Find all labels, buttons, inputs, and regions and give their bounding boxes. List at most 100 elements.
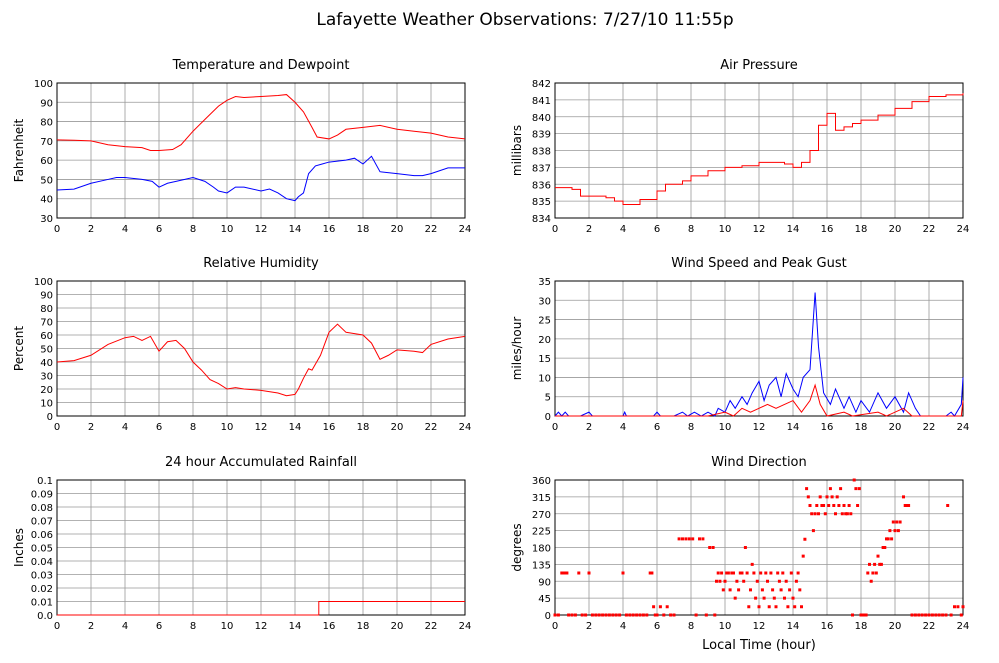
direction-point bbox=[835, 495, 839, 499]
direction-point bbox=[852, 478, 856, 482]
x-tick-label: 2 bbox=[586, 621, 592, 632]
x-tick-label: 16 bbox=[821, 621, 834, 632]
x-tick-label: 2 bbox=[88, 621, 94, 632]
direction-point bbox=[910, 613, 914, 617]
humidity-title: Relative Humidity bbox=[203, 256, 319, 271]
direction-point bbox=[771, 588, 775, 592]
direction-point bbox=[798, 588, 802, 592]
direction-point bbox=[869, 579, 873, 583]
direction-point bbox=[694, 613, 698, 617]
y-tick-label: 0.1 bbox=[37, 476, 53, 487]
direction-point bbox=[590, 613, 594, 617]
x-tick-label: 12 bbox=[255, 422, 268, 433]
temp-series-0-line bbox=[56, 94, 466, 151]
pressure-ylabel: millibars bbox=[510, 125, 524, 176]
y-tick-label: 834 bbox=[532, 214, 551, 225]
y-tick-label: 60 bbox=[40, 156, 53, 167]
direction-point bbox=[749, 588, 752, 592]
direction-point bbox=[759, 571, 763, 575]
direction-ylabel: degrees bbox=[510, 523, 524, 571]
x-tick-label: 12 bbox=[255, 621, 268, 632]
direction-point bbox=[711, 546, 715, 549]
direction-point bbox=[953, 605, 956, 609]
rain-title: 24 hour Accumulated Rainfall bbox=[165, 455, 357, 470]
direction-point bbox=[747, 605, 751, 609]
x-tick-label: 0 bbox=[552, 224, 558, 235]
x-tick-label: 8 bbox=[688, 422, 694, 433]
y-tick-label: 15 bbox=[538, 354, 551, 365]
direction-point bbox=[601, 613, 605, 617]
y-tick-label: 0.02 bbox=[31, 584, 53, 595]
direction-point bbox=[788, 588, 792, 592]
direction-point bbox=[811, 529, 815, 533]
y-tick-label: 840 bbox=[532, 113, 551, 124]
y-tick-label: 30 bbox=[40, 372, 53, 383]
x-tick-label: 20 bbox=[889, 621, 902, 632]
direction-point bbox=[934, 613, 938, 617]
direction-point bbox=[737, 588, 741, 592]
direction-point bbox=[794, 579, 798, 583]
x-tick-label: 12 bbox=[753, 422, 766, 433]
y-tick-label: 30 bbox=[40, 214, 53, 225]
direction-point bbox=[781, 571, 785, 575]
direction-point bbox=[774, 605, 778, 609]
direction-point bbox=[658, 605, 662, 609]
y-tick-label: 0 bbox=[545, 412, 551, 423]
direction-point bbox=[653, 613, 657, 617]
x-tick-label: 16 bbox=[323, 422, 336, 433]
direction-point bbox=[920, 613, 924, 617]
x-tick-label: 24 bbox=[459, 224, 472, 235]
direction-point bbox=[903, 504, 907, 507]
direction-point bbox=[825, 495, 829, 499]
direction-point bbox=[905, 504, 909, 507]
direction-point bbox=[791, 596, 795, 600]
direction-point bbox=[556, 613, 560, 617]
x-tick-label: 14 bbox=[289, 621, 302, 632]
direction-point bbox=[704, 613, 708, 617]
wind-ylabel: miles/hour bbox=[510, 317, 524, 381]
x-tick-label: 4 bbox=[122, 224, 128, 235]
y-tick-label: 40 bbox=[40, 358, 53, 369]
direction-point bbox=[810, 512, 814, 516]
y-tick-label: 0.01 bbox=[31, 598, 53, 609]
x-tick-label: 24 bbox=[957, 422, 970, 433]
direction-point bbox=[949, 613, 953, 617]
y-tick-label: 837 bbox=[532, 163, 551, 174]
direction-point bbox=[745, 571, 749, 575]
direction-point bbox=[648, 571, 652, 575]
direction-point bbox=[888, 529, 892, 533]
x-tick-label: 18 bbox=[855, 224, 868, 235]
direction-point bbox=[733, 596, 737, 600]
y-tick-label: 135 bbox=[532, 560, 551, 571]
direction-point bbox=[859, 613, 863, 617]
x-tick-label: 24 bbox=[459, 621, 472, 632]
x-tick-label: 16 bbox=[323, 621, 336, 632]
direction-point bbox=[924, 613, 928, 617]
x-tick-label: 10 bbox=[221, 621, 234, 632]
direction-point bbox=[789, 571, 793, 575]
x-tick-label: 4 bbox=[122, 422, 128, 433]
direction-point bbox=[917, 613, 921, 617]
y-tick-label: 180 bbox=[532, 544, 551, 555]
x-tick-label: 22 bbox=[425, 621, 438, 632]
y-tick-label: 270 bbox=[532, 510, 551, 521]
temp-frame bbox=[56, 82, 466, 219]
direction-point bbox=[830, 495, 834, 499]
y-tick-label: 315 bbox=[532, 493, 551, 504]
direction-point bbox=[760, 588, 764, 592]
direction-point bbox=[594, 613, 598, 617]
direction-point bbox=[832, 504, 836, 507]
direction-point bbox=[890, 537, 894, 541]
direction-point bbox=[808, 504, 812, 507]
x-tick-label: 10 bbox=[719, 224, 732, 235]
y-tick-label: 100 bbox=[34, 277, 53, 288]
direction-point bbox=[573, 613, 577, 617]
direction-point bbox=[847, 504, 851, 507]
y-tick-label: 838 bbox=[532, 147, 551, 158]
direction-point bbox=[743, 546, 747, 549]
y-tick-label: 20 bbox=[40, 385, 53, 396]
y-tick-label: 90 bbox=[40, 291, 53, 302]
y-tick-label: 0.08 bbox=[31, 503, 53, 514]
